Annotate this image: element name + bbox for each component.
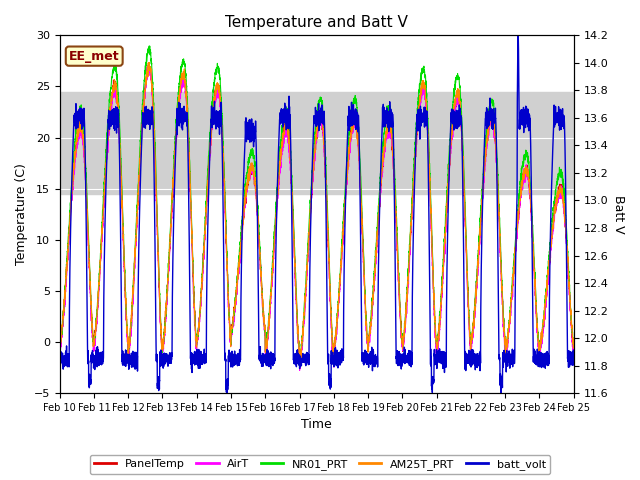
X-axis label: Time: Time — [301, 419, 332, 432]
Legend: PanelTemp, AirT, NR01_PRT, AM25T_PRT, batt_volt: PanelTemp, AirT, NR01_PRT, AM25T_PRT, ba… — [90, 455, 550, 474]
Bar — [60, 92, 573, 194]
Y-axis label: Temperature (C): Temperature (C) — [15, 163, 28, 265]
Text: EE_met: EE_met — [69, 49, 120, 63]
Y-axis label: Batt V: Batt V — [612, 195, 625, 234]
Title: Temperature and Batt V: Temperature and Batt V — [225, 15, 408, 30]
